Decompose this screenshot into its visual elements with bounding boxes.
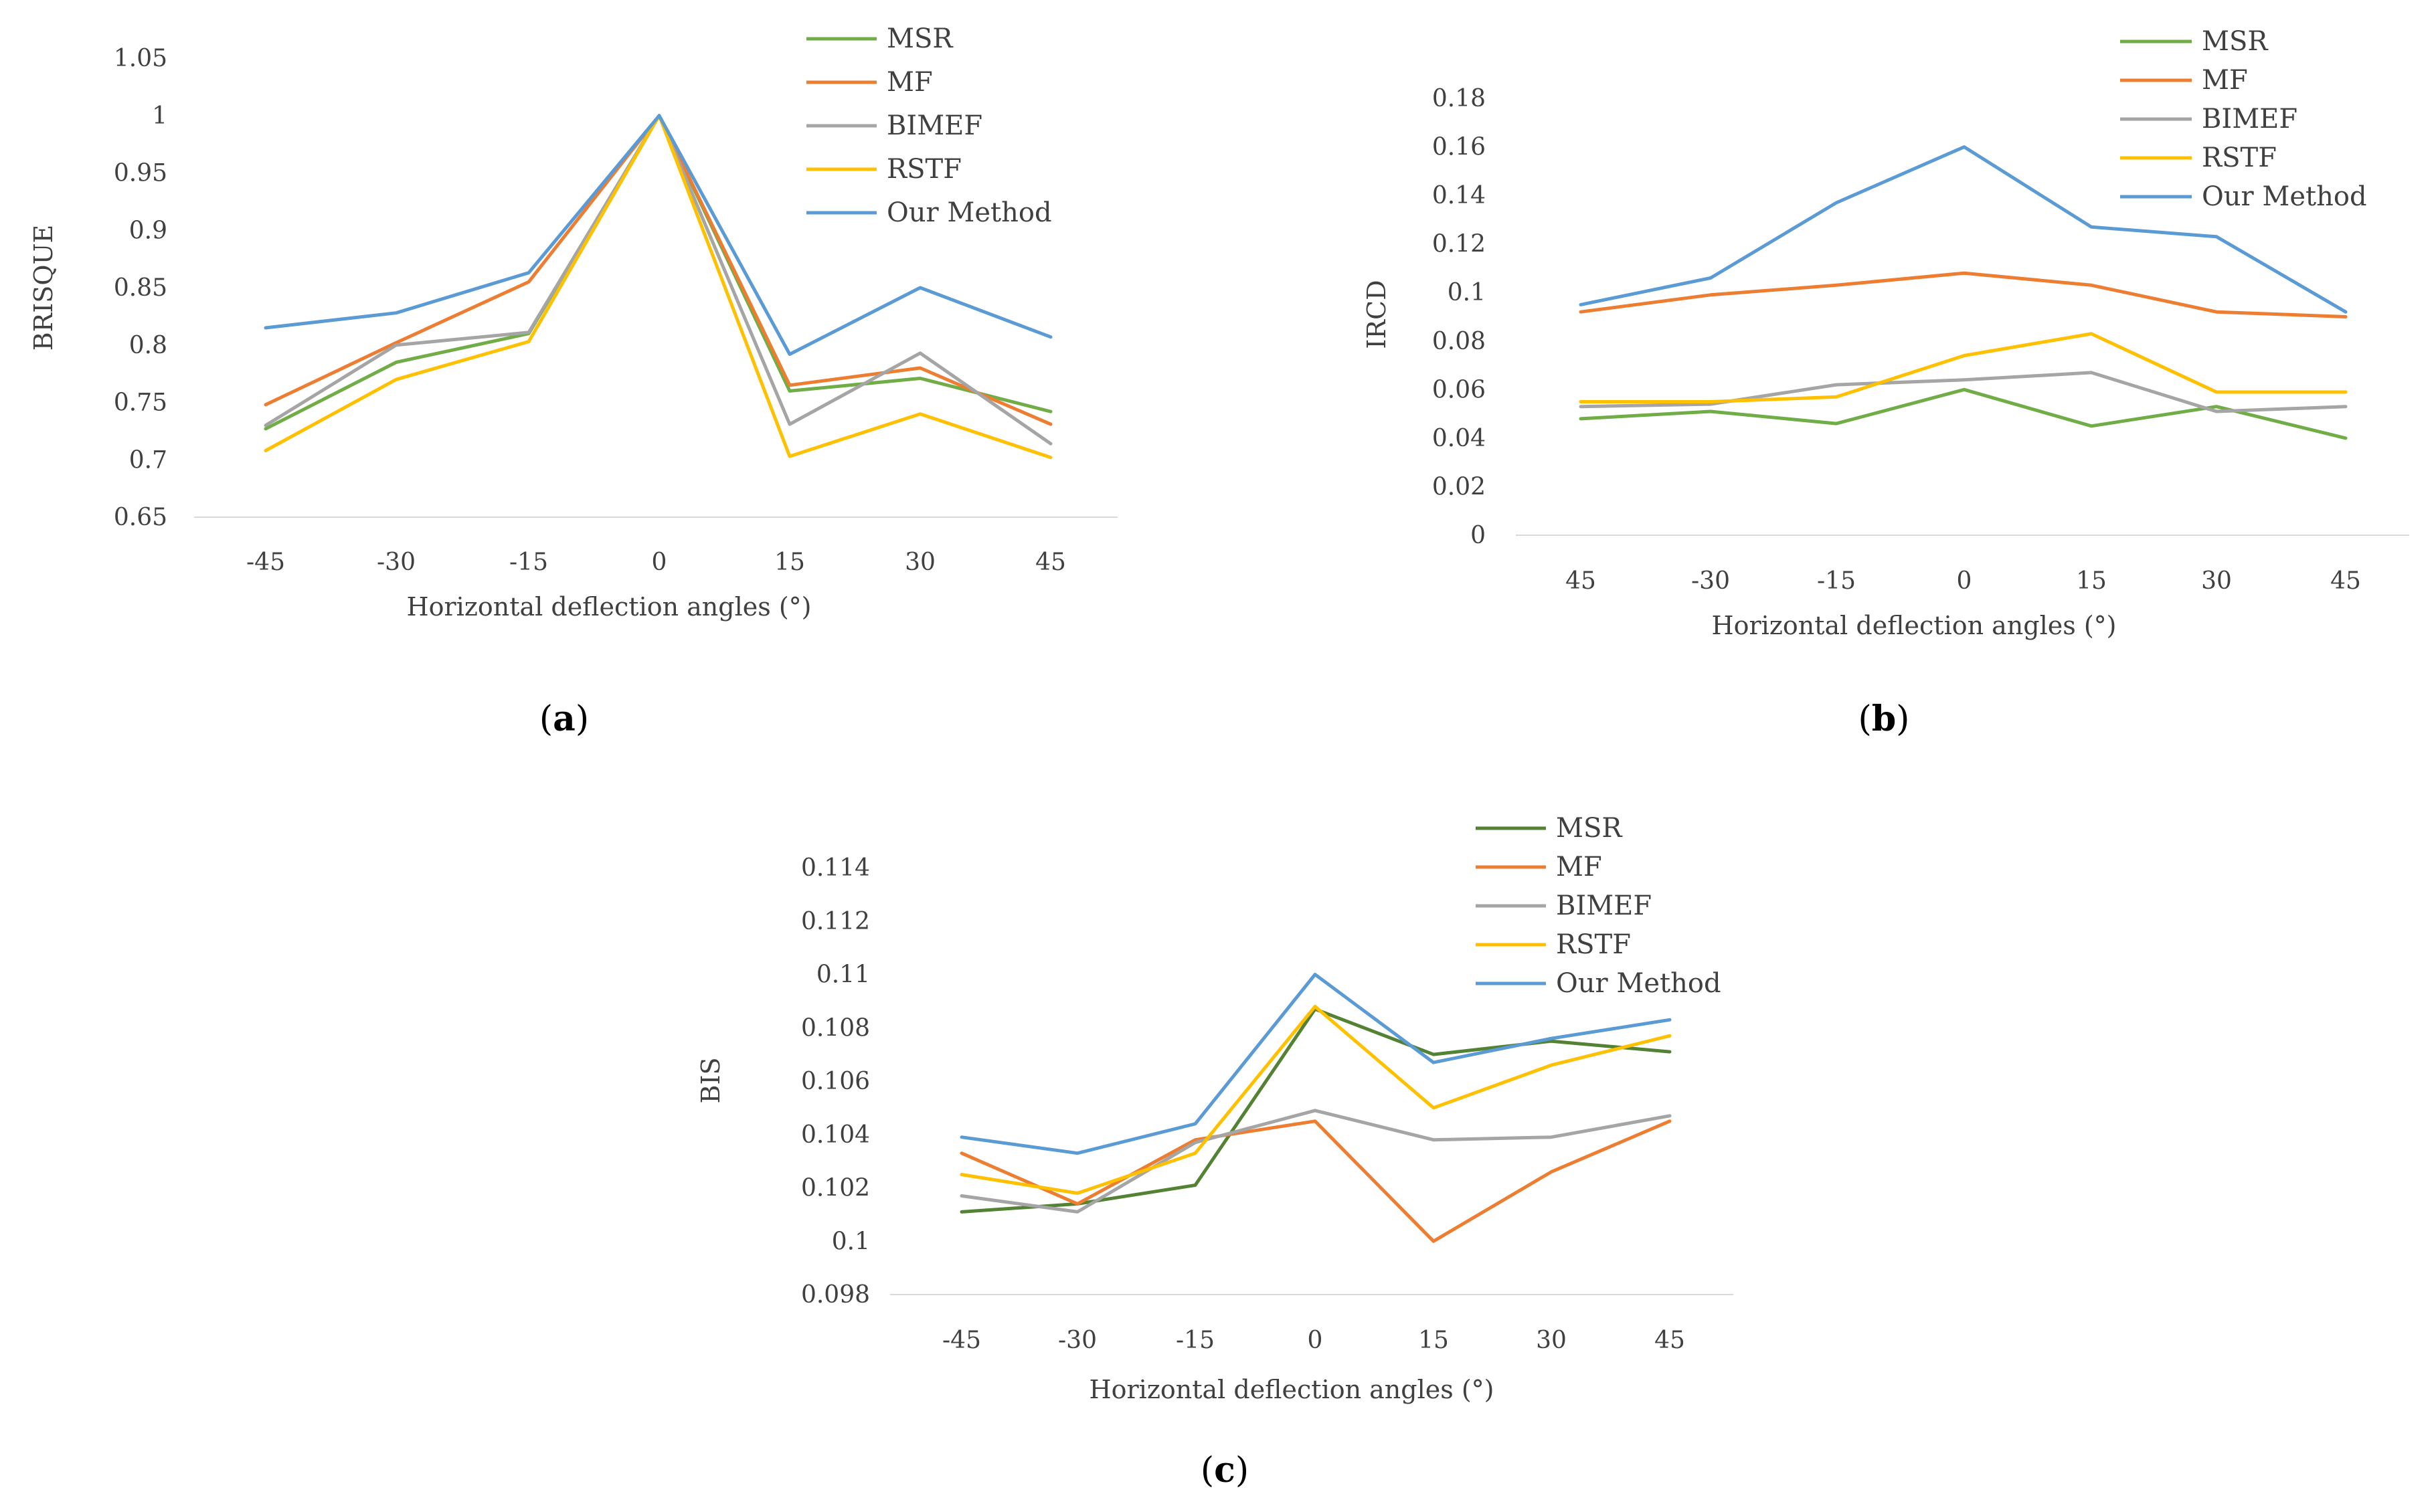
- y-tick-label: 0.75: [114, 389, 167, 417]
- x-tick-label: 30: [2201, 567, 2232, 595]
- y-axis-title: BRISQUE: [29, 225, 58, 351]
- x-tick-label: 45: [1654, 1327, 1685, 1354]
- series-line-bimef: [1579, 371, 2348, 413]
- legend: MSR MF BIMEF RSTF Our Method: [806, 23, 1052, 228]
- y-axis-title: IRCD: [1362, 280, 1391, 349]
- y-tick-label: 0.16: [1432, 134, 1486, 161]
- series-line-msr: [1579, 387, 2348, 440]
- x-axis-title: Horizontal deflection angles (°): [407, 592, 812, 622]
- x-axis-title: Horizontal deflection angles (°): [1090, 1375, 1494, 1404]
- y-tick-label: 0.65: [114, 504, 167, 531]
- x-tick-label: -30: [1058, 1327, 1097, 1354]
- legend-label: Our Method: [887, 197, 1052, 228]
- y-tick-label: 0.11: [816, 961, 870, 989]
- legend-label: RSTF: [2202, 143, 2277, 173]
- x-tick-label: 45: [2330, 567, 2361, 595]
- y-tick-label: 0.12: [1432, 231, 1486, 258]
- x-tick-label: -15: [1176, 1327, 1215, 1354]
- y-axis-title: BIS: [696, 1058, 725, 1104]
- y-tick-label: 0.106: [801, 1068, 870, 1095]
- series-line-our-method: [264, 114, 1053, 356]
- y-tick-label: 0.114: [801, 854, 870, 882]
- y-tick-label: 0.8: [129, 332, 167, 359]
- y-tick-label: 0.02: [1432, 473, 1486, 500]
- y-tick-label: 0.85: [114, 274, 167, 302]
- panel-label: (b): [1858, 698, 1910, 739]
- x-axis-title: Horizontal deflection angles (°): [1712, 611, 2117, 640]
- x-tick-label: 0: [652, 549, 667, 576]
- panel-label: (c): [1201, 1450, 1249, 1491]
- y-tick-label: 0.06: [1432, 376, 1486, 403]
- legend: MSR MF BIMEF RSTF Our Method: [1476, 813, 1721, 999]
- legend-label: Our Method: [2202, 181, 2367, 212]
- y-tick-label: 0.108: [801, 1014, 870, 1042]
- x-tick-label: 30: [1536, 1327, 1567, 1354]
- y-tick-label: 0.1: [832, 1228, 870, 1255]
- legend-label: MSR: [1556, 813, 1623, 844]
- y-tick-label: 1: [152, 102, 167, 130]
- legend-label: MSR: [2202, 26, 2269, 57]
- legend-label: RSTF: [1556, 929, 1631, 960]
- x-tick-label: 15: [2076, 567, 2107, 595]
- legend-label: BIMEF: [2202, 104, 2297, 134]
- y-tick-label: 0.1: [1448, 279, 1486, 306]
- panel-label: (a): [539, 698, 589, 739]
- legend-label: BIMEF: [1556, 890, 1652, 921]
- y-tick-label: 0.04: [1432, 425, 1486, 452]
- series-line-our-method: [1579, 145, 2348, 314]
- series-line-rstf: [1579, 332, 2348, 403]
- y-tick-label: 0.08: [1432, 328, 1486, 355]
- x-tick-label: 45: [1035, 549, 1066, 576]
- y-tick-label: 0.18: [1432, 85, 1486, 112]
- legend: MSR MF BIMEF RSTF Our Method: [2120, 26, 2367, 212]
- series-line-bimef: [960, 1109, 1672, 1214]
- series-line-rstf: [960, 1004, 1672, 1195]
- x-tick-label: -45: [246, 549, 285, 576]
- series-line-mf: [1579, 271, 2348, 318]
- chart-panel-c: 0.098 0.1 0.102 0.104 0.106 0.108 0.11 0.112 0.1…: [696, 813, 1733, 1491]
- x-tick-label: -15: [1817, 567, 1856, 595]
- legend-label: RSTF: [887, 154, 962, 185]
- chart-panel-b: 0 0.02 0.04 0.06 0.08 0.1 0.12 0.14 0.16 0.18 45 -3…: [1362, 26, 2409, 739]
- x-tick-label: 45: [1565, 567, 1596, 595]
- series-line-our-method: [960, 973, 1672, 1155]
- y-tick-label: 0.14: [1432, 182, 1486, 209]
- y-tick-label: 0.95: [114, 160, 167, 187]
- legend-label: MSR: [887, 23, 954, 54]
- x-tick-label: 15: [1418, 1327, 1449, 1354]
- x-tick-label: 0: [1308, 1327, 1323, 1354]
- y-tick-label: 0: [1470, 522, 1486, 549]
- x-tick-label: 30: [905, 549, 936, 576]
- legend-label: BIMEF: [887, 110, 982, 141]
- y-tick-label: 0.104: [801, 1121, 870, 1149]
- legend-label: MF: [887, 67, 933, 98]
- y-tick-label: 0.102: [801, 1175, 870, 1202]
- x-tick-label: 0: [1957, 567, 1972, 595]
- y-tick-label: 0.112: [801, 908, 870, 935]
- x-tick-label: -30: [1691, 567, 1730, 595]
- series-line-mf: [960, 1119, 1672, 1243]
- legend-label: Our Method: [1556, 968, 1721, 999]
- chart-panel-a: 0.65 0.7 0.75 0.8 0.85 0.9 0.95 1 1.05 -45 -30 -15 0…: [29, 23, 1118, 739]
- y-tick-label: 0.098: [801, 1281, 870, 1309]
- x-tick-label: -15: [509, 549, 548, 576]
- x-tick-label: -45: [942, 1327, 981, 1354]
- y-tick-label: 0.7: [129, 446, 167, 474]
- y-tick-label: 0.9: [129, 217, 167, 244]
- x-tick-label: -30: [377, 549, 416, 576]
- y-tick-label: 1.05: [114, 45, 167, 72]
- legend-label: MF: [2202, 65, 2248, 96]
- x-tick-label: 15: [774, 549, 805, 576]
- legend-label: MF: [1556, 852, 1602, 882]
